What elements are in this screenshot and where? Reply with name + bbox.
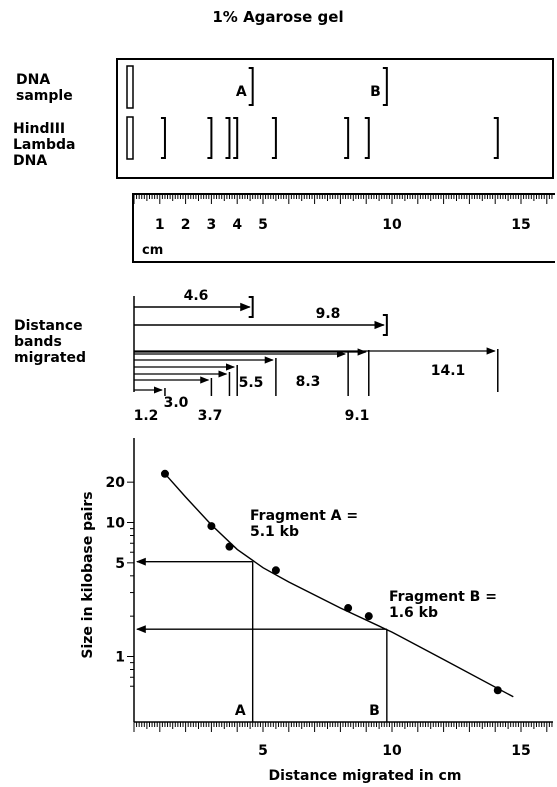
chart-ylabel: Size in kilobase pairs <box>80 491 96 658</box>
distance-marker-label-7: 9.1 <box>345 408 370 424</box>
chart-point-7 <box>493 686 502 695</box>
ruler-tick-label: 5 <box>258 217 268 233</box>
gel-row1-label-line2: sample <box>16 88 73 104</box>
annotation-A-line1: Fragment A = <box>250 508 358 524</box>
marker-bands <box>160 117 499 159</box>
distance-sample-label-2: 9.8 <box>316 306 341 322</box>
distance-marker-label-8: 14.1 <box>431 363 466 379</box>
chart-guide-lines <box>136 557 388 722</box>
ruler-tick-label: 4 <box>232 217 242 233</box>
marker-band-3 <box>225 117 231 159</box>
ruler-labels: 1 2 3 4 5 10 15 <box>155 217 531 233</box>
ruler-tick-label: 10 <box>382 217 402 233</box>
chart-y-tick-label: 1 <box>115 650 125 666</box>
distance-marker-label-6: 8.3 <box>296 374 321 390</box>
distance-marker-label-2: 3.0 <box>164 395 189 411</box>
ruler-tick-label: 2 <box>181 217 191 233</box>
chart-x-tick-label: 10 <box>382 743 402 759</box>
chart-point-3 <box>225 542 234 551</box>
marker-band-5 <box>271 117 277 159</box>
sample-band-B <box>382 67 388 106</box>
gel-row2-label-line2: Lambda <box>13 137 75 153</box>
distance-marker-label-1: 1.2 <box>134 408 159 424</box>
chart-y-tick-label: 5 <box>115 556 125 572</box>
ruler-tick-label: 3 <box>207 217 217 233</box>
distance-label-line2: bands <box>14 334 62 350</box>
marker-well <box>126 116 134 160</box>
gel-frame <box>116 58 554 179</box>
ruler-tick-label: 1 <box>155 217 165 233</box>
ruler-tick-label: 15 <box>511 217 530 233</box>
marker-band-1 <box>160 117 166 159</box>
sample-band-label-A: A <box>236 84 247 100</box>
marker-band-8 <box>493 117 499 159</box>
sample-band-A <box>248 67 254 106</box>
distance-sample-end-2 <box>382 314 388 336</box>
annotation-B-line2: 1.6 kb <box>389 605 438 621</box>
chart-points <box>160 469 502 695</box>
distance-marker-arrows: 1.2 3.0 3.7 5.5 8.3 9.1 14.1 <box>134 347 499 424</box>
ruler-frame <box>132 193 555 263</box>
sample-band-label-B: B <box>370 84 381 100</box>
chart-point-6 <box>364 612 373 621</box>
chart-point-4 <box>271 566 280 575</box>
distance-marker-label-5: 5.5 <box>239 375 264 391</box>
chart-annotations: A Fragment A =5.1 kb B Fragment B =1.6 kb <box>235 508 497 719</box>
guide-label-B: B <box>369 703 380 719</box>
distance-marker-label-3: 3.7 <box>198 408 223 424</box>
chart-y-tick-label: 10 <box>106 516 126 532</box>
marker-band-7 <box>364 117 370 159</box>
marker-band-4 <box>233 117 239 159</box>
marker-band-2 <box>207 117 213 159</box>
distance-sample-arrows: 4.6 9.8 <box>134 288 388 336</box>
ruler: 1 2 3 4 5 10 15 cm <box>132 193 555 263</box>
chart-x-tick-label: 5 <box>258 743 268 759</box>
guide-label-A: A <box>235 703 246 719</box>
chart-curve <box>164 473 514 698</box>
annotation-B-line1: Fragment B = <box>389 589 497 605</box>
gel-row1-label-line1: DNA <box>16 72 50 88</box>
distance-section: Distance bands migrated 4.6 9.8 1.2 3.0 3.7… <box>14 288 499 424</box>
sample-well <box>126 65 134 109</box>
annotation-A-line2: 5.1 kb <box>250 524 299 540</box>
ruler-ticks <box>133 194 553 204</box>
distance-sample-label-1: 4.6 <box>184 288 209 304</box>
chart-xlabel: Distance migrated in cm <box>269 768 462 784</box>
chart-point-5 <box>344 604 353 613</box>
distance-sample-end-1 <box>248 296 254 318</box>
chart-x-tick-label: 15 <box>511 743 530 759</box>
standard-curve-line <box>164 473 514 698</box>
figure-title: 1% Agarose gel <box>212 8 343 26</box>
chart-point-2 <box>207 522 216 531</box>
gel-row2-label-line1: HindIII <box>13 121 65 137</box>
chart-point-1 <box>160 469 169 478</box>
distance-label-line1: Distance <box>14 318 83 334</box>
ruler-unit: cm <box>142 243 163 258</box>
gel-row2-label-line3: DNA <box>13 153 47 169</box>
distance-label-line3: migrated <box>14 350 86 366</box>
chart-y-tick-label: 20 <box>106 475 126 491</box>
marker-band-6 <box>344 117 350 159</box>
